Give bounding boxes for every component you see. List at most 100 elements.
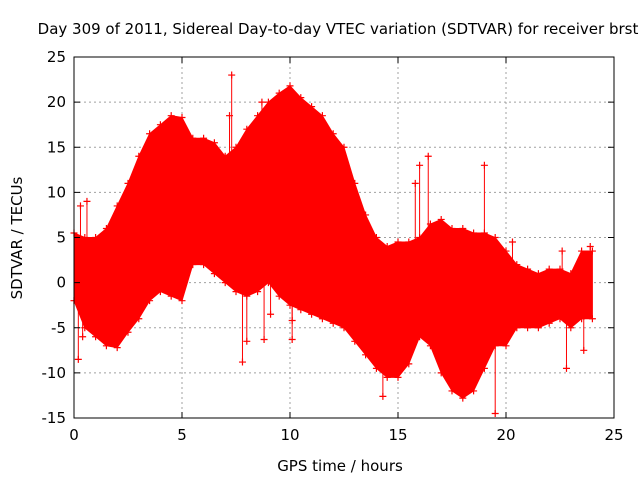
- lower-edge-marker: [232, 288, 240, 296]
- ticks-layer: 0 5 10 15 20 25 -15 -10 -5 0 5 10 15 20 25: [42, 48, 624, 444]
- outlier-point: [258, 98, 266, 106]
- outlier-point: [424, 152, 432, 160]
- upper-edge-marker: [254, 112, 262, 120]
- upper-edge-marker: [232, 143, 240, 151]
- y-tick-label: 5: [56, 229, 66, 247]
- x-tick-label: 25: [604, 426, 623, 444]
- lower-edge-marker: [502, 342, 510, 350]
- lower-edge-marker: [102, 342, 110, 350]
- x-tick-label: 10: [280, 426, 299, 444]
- lower-edge-marker: [567, 324, 575, 332]
- x-tick-label: 0: [69, 426, 79, 444]
- upper-edge-marker: [513, 261, 521, 269]
- lower-edge-marker: [210, 270, 218, 278]
- outlier-point: [416, 161, 424, 169]
- upper-edge-marker: [340, 143, 348, 151]
- outlier-point: [79, 333, 87, 341]
- outlier-point: [288, 335, 296, 343]
- lower-edge-marker: [480, 364, 488, 372]
- outlier-point: [562, 364, 570, 372]
- lower-edge-marker: [297, 306, 305, 314]
- upper-edge-marker: [200, 134, 208, 142]
- upper-edge-marker: [405, 238, 413, 246]
- x-tick-label: 5: [177, 426, 187, 444]
- upper-edge-marker: [502, 247, 510, 255]
- lower-edge-marker: [459, 394, 467, 402]
- upper-edge-marker: [351, 179, 359, 187]
- upper-edge-marker: [243, 125, 251, 133]
- y-tick-label: -10: [42, 364, 67, 382]
- lower-edge-marker: [416, 333, 424, 341]
- lower-edge-marker: [318, 315, 326, 323]
- lower-edge-marker: [437, 369, 445, 377]
- y-tick-label: -5: [51, 319, 66, 337]
- y-tick-label: 20: [47, 93, 66, 111]
- upper-edge-marker: [146, 130, 154, 138]
- y-tick-label: 15: [47, 138, 66, 156]
- lower-edge-marker: [146, 297, 154, 305]
- x-tick-label: 15: [388, 426, 407, 444]
- lower-edge-marker: [178, 297, 186, 305]
- chart-title: Day 309 of 2011, Sidereal Day-to-day VTE…: [38, 20, 639, 38]
- lower-edge-marker: [524, 324, 532, 332]
- outlier-point: [379, 392, 387, 400]
- lower-edge-marker: [470, 387, 478, 395]
- lower-edge-marker: [329, 319, 337, 327]
- lower-edge-marker: [275, 292, 283, 300]
- data-layer: [70, 71, 596, 417]
- upper-edge-marker: [102, 224, 110, 232]
- lower-edge-marker: [556, 315, 564, 323]
- lower-edge-marker: [286, 301, 294, 309]
- lower-edge-marker: [394, 373, 402, 381]
- outlier-point: [226, 112, 234, 120]
- lower-edge-marker: [448, 387, 456, 395]
- upper-edge-marker: [470, 229, 478, 237]
- upper-edge-marker: [588, 247, 596, 255]
- lower-edge-marker: [545, 319, 553, 327]
- upper-edge-marker: [318, 112, 326, 120]
- outlier-point: [411, 179, 419, 187]
- lower-edge-marker: [124, 328, 132, 336]
- upper-edge-marker: [362, 211, 370, 219]
- upper-edge-marker: [286, 82, 294, 90]
- lower-edge-marker: [189, 261, 197, 269]
- lower-edge-marker: [588, 315, 596, 323]
- upper-edge-marker: [567, 270, 575, 278]
- upper-edge-marker: [448, 224, 456, 232]
- upper-edge-marker: [437, 215, 445, 223]
- outlier-point: [228, 71, 236, 79]
- lower-edge-marker: [340, 324, 348, 332]
- upper-edge-marker: [167, 112, 175, 120]
- lower-edge-marker: [254, 288, 262, 296]
- y-tick-label: 10: [47, 183, 66, 201]
- upper-edge-marker: [92, 234, 100, 241]
- upper-edge-marker: [545, 265, 553, 273]
- upper-edge-marker: [329, 130, 337, 138]
- lower-edge-marker: [513, 324, 521, 332]
- lower-edge-marker: [92, 333, 100, 341]
- lower-edge-marker: [372, 364, 380, 372]
- outlier-point: [76, 202, 84, 210]
- lower-edge-marker: [308, 310, 316, 318]
- upper-edge-marker: [394, 238, 402, 246]
- outlier-point: [256, 143, 264, 151]
- lower-edge-marker: [156, 288, 164, 296]
- lower-edge-marker: [362, 351, 370, 359]
- y-tick-label: 0: [56, 274, 66, 292]
- upper-edge-marker: [491, 234, 499, 241]
- outlier-point: [580, 346, 588, 354]
- upper-edge-marker: [578, 247, 586, 255]
- lower-edge-marker: [351, 337, 359, 345]
- lower-edge-marker: [135, 315, 143, 323]
- lower-edge-marker: [426, 342, 434, 350]
- outlier-point: [267, 310, 275, 318]
- upper-edge-marker: [383, 243, 391, 251]
- lower-edge-marker: [167, 292, 175, 300]
- lower-edge-marker: [113, 344, 121, 352]
- outlier-point: [83, 197, 91, 205]
- upper-edge-marker: [189, 134, 197, 142]
- lower-edge-marker: [221, 279, 229, 287]
- outlier-point: [238, 358, 246, 366]
- outlier-point: [243, 337, 251, 345]
